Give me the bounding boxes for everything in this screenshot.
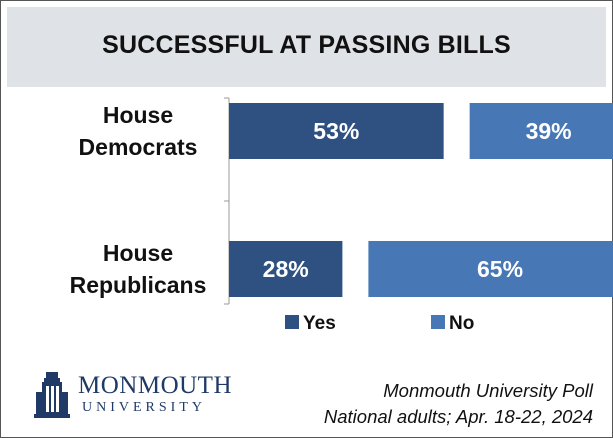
bar-yes: [229, 241, 343, 297]
logo-wordmark: MONMOUTH: [78, 372, 232, 399]
university-logo: MONMOUTH UNIVERSITY: [32, 370, 252, 420]
data-label: 28%: [263, 256, 309, 282]
legend-label: No: [449, 313, 474, 334]
data-label: 39%: [526, 118, 572, 144]
data-label: 65%: [477, 256, 523, 282]
title-banner: SUCCESSFUL AT PASSING BILLS: [7, 7, 606, 87]
legend-swatch-no: [431, 315, 445, 329]
category-label: House: [103, 102, 173, 128]
logo-subtitle: UNIVERSITY: [82, 400, 206, 415]
category-label: Democrats: [79, 134, 198, 160]
bar-no: [368, 241, 613, 297]
bar-no: [469, 103, 613, 159]
legend-swatch-yes: [285, 315, 299, 329]
source-note: Monmouth University Poll National adults…: [324, 378, 593, 430]
source-line-1: Monmouth University Poll: [383, 380, 593, 401]
chart-title: SUCCESSFUL AT PASSING BILLS: [102, 31, 511, 59]
legend-label: Yes: [303, 313, 336, 334]
building-icon: [34, 372, 70, 418]
category-label: House: [103, 240, 173, 266]
data-label: 53%: [313, 118, 359, 144]
bar-yes: [229, 103, 444, 159]
category-label: Republicans: [70, 272, 207, 298]
source-line-2: National adults; Apr. 18-22, 2024: [323, 406, 593, 427]
